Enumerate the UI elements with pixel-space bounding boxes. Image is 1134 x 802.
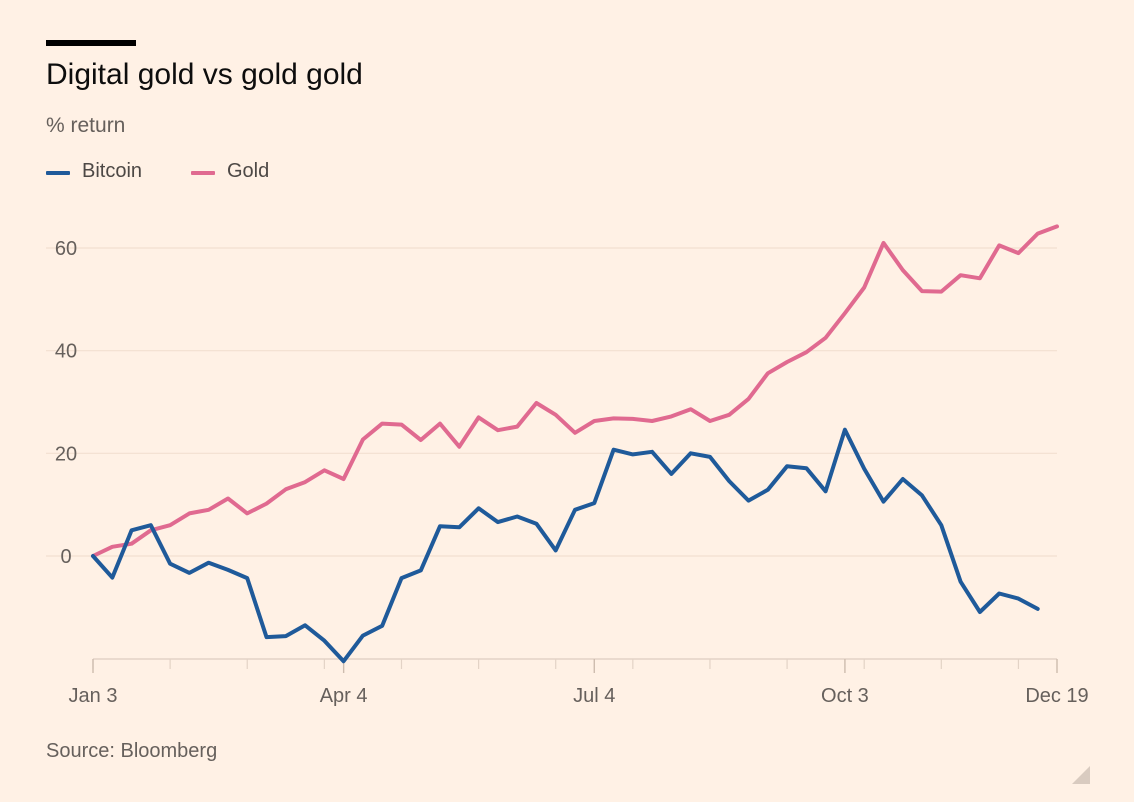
- series-line-gold: [91, 224, 1059, 558]
- x-tick-label-4: Dec 19: [1025, 685, 1088, 707]
- x-tick-label-2: Jul 4: [573, 685, 615, 707]
- y-tick-label-20: 20: [55, 443, 77, 465]
- legend-label-gold: Gold: [227, 160, 270, 182]
- legend-swatch-bitcoin: [46, 171, 70, 175]
- chart-title: Digital gold vs gold gold: [46, 58, 363, 91]
- chart-subtitle: % return: [46, 114, 126, 137]
- y-tick-label-40: 40: [55, 341, 77, 363]
- x-axis: Jan 3 Apr 4 Jul 4 Oct 3 Dec 19: [69, 658, 1089, 707]
- x-tick-label-0: Jan 3: [69, 685, 118, 707]
- series-lines: [91, 224, 1059, 664]
- source-note: Source: Bloomberg: [46, 740, 218, 762]
- resize-grip-icon[interactable]: [1072, 766, 1090, 784]
- legend-swatch-gold: [191, 171, 215, 175]
- series-line-bitcoin: [91, 427, 1040, 664]
- x-tick-label-3: Oct 3: [821, 685, 869, 707]
- x-tick-label-1: Apr 4: [320, 685, 368, 707]
- y-tick-label-0: 0: [60, 546, 71, 568]
- legend-label-bitcoin: Bitcoin: [82, 160, 143, 182]
- title-rule: [46, 40, 136, 46]
- y-tick-label-60: 60: [55, 238, 77, 260]
- y-axis-ticks: 0 20 40 60: [55, 238, 77, 568]
- grid: [46, 247, 1057, 557]
